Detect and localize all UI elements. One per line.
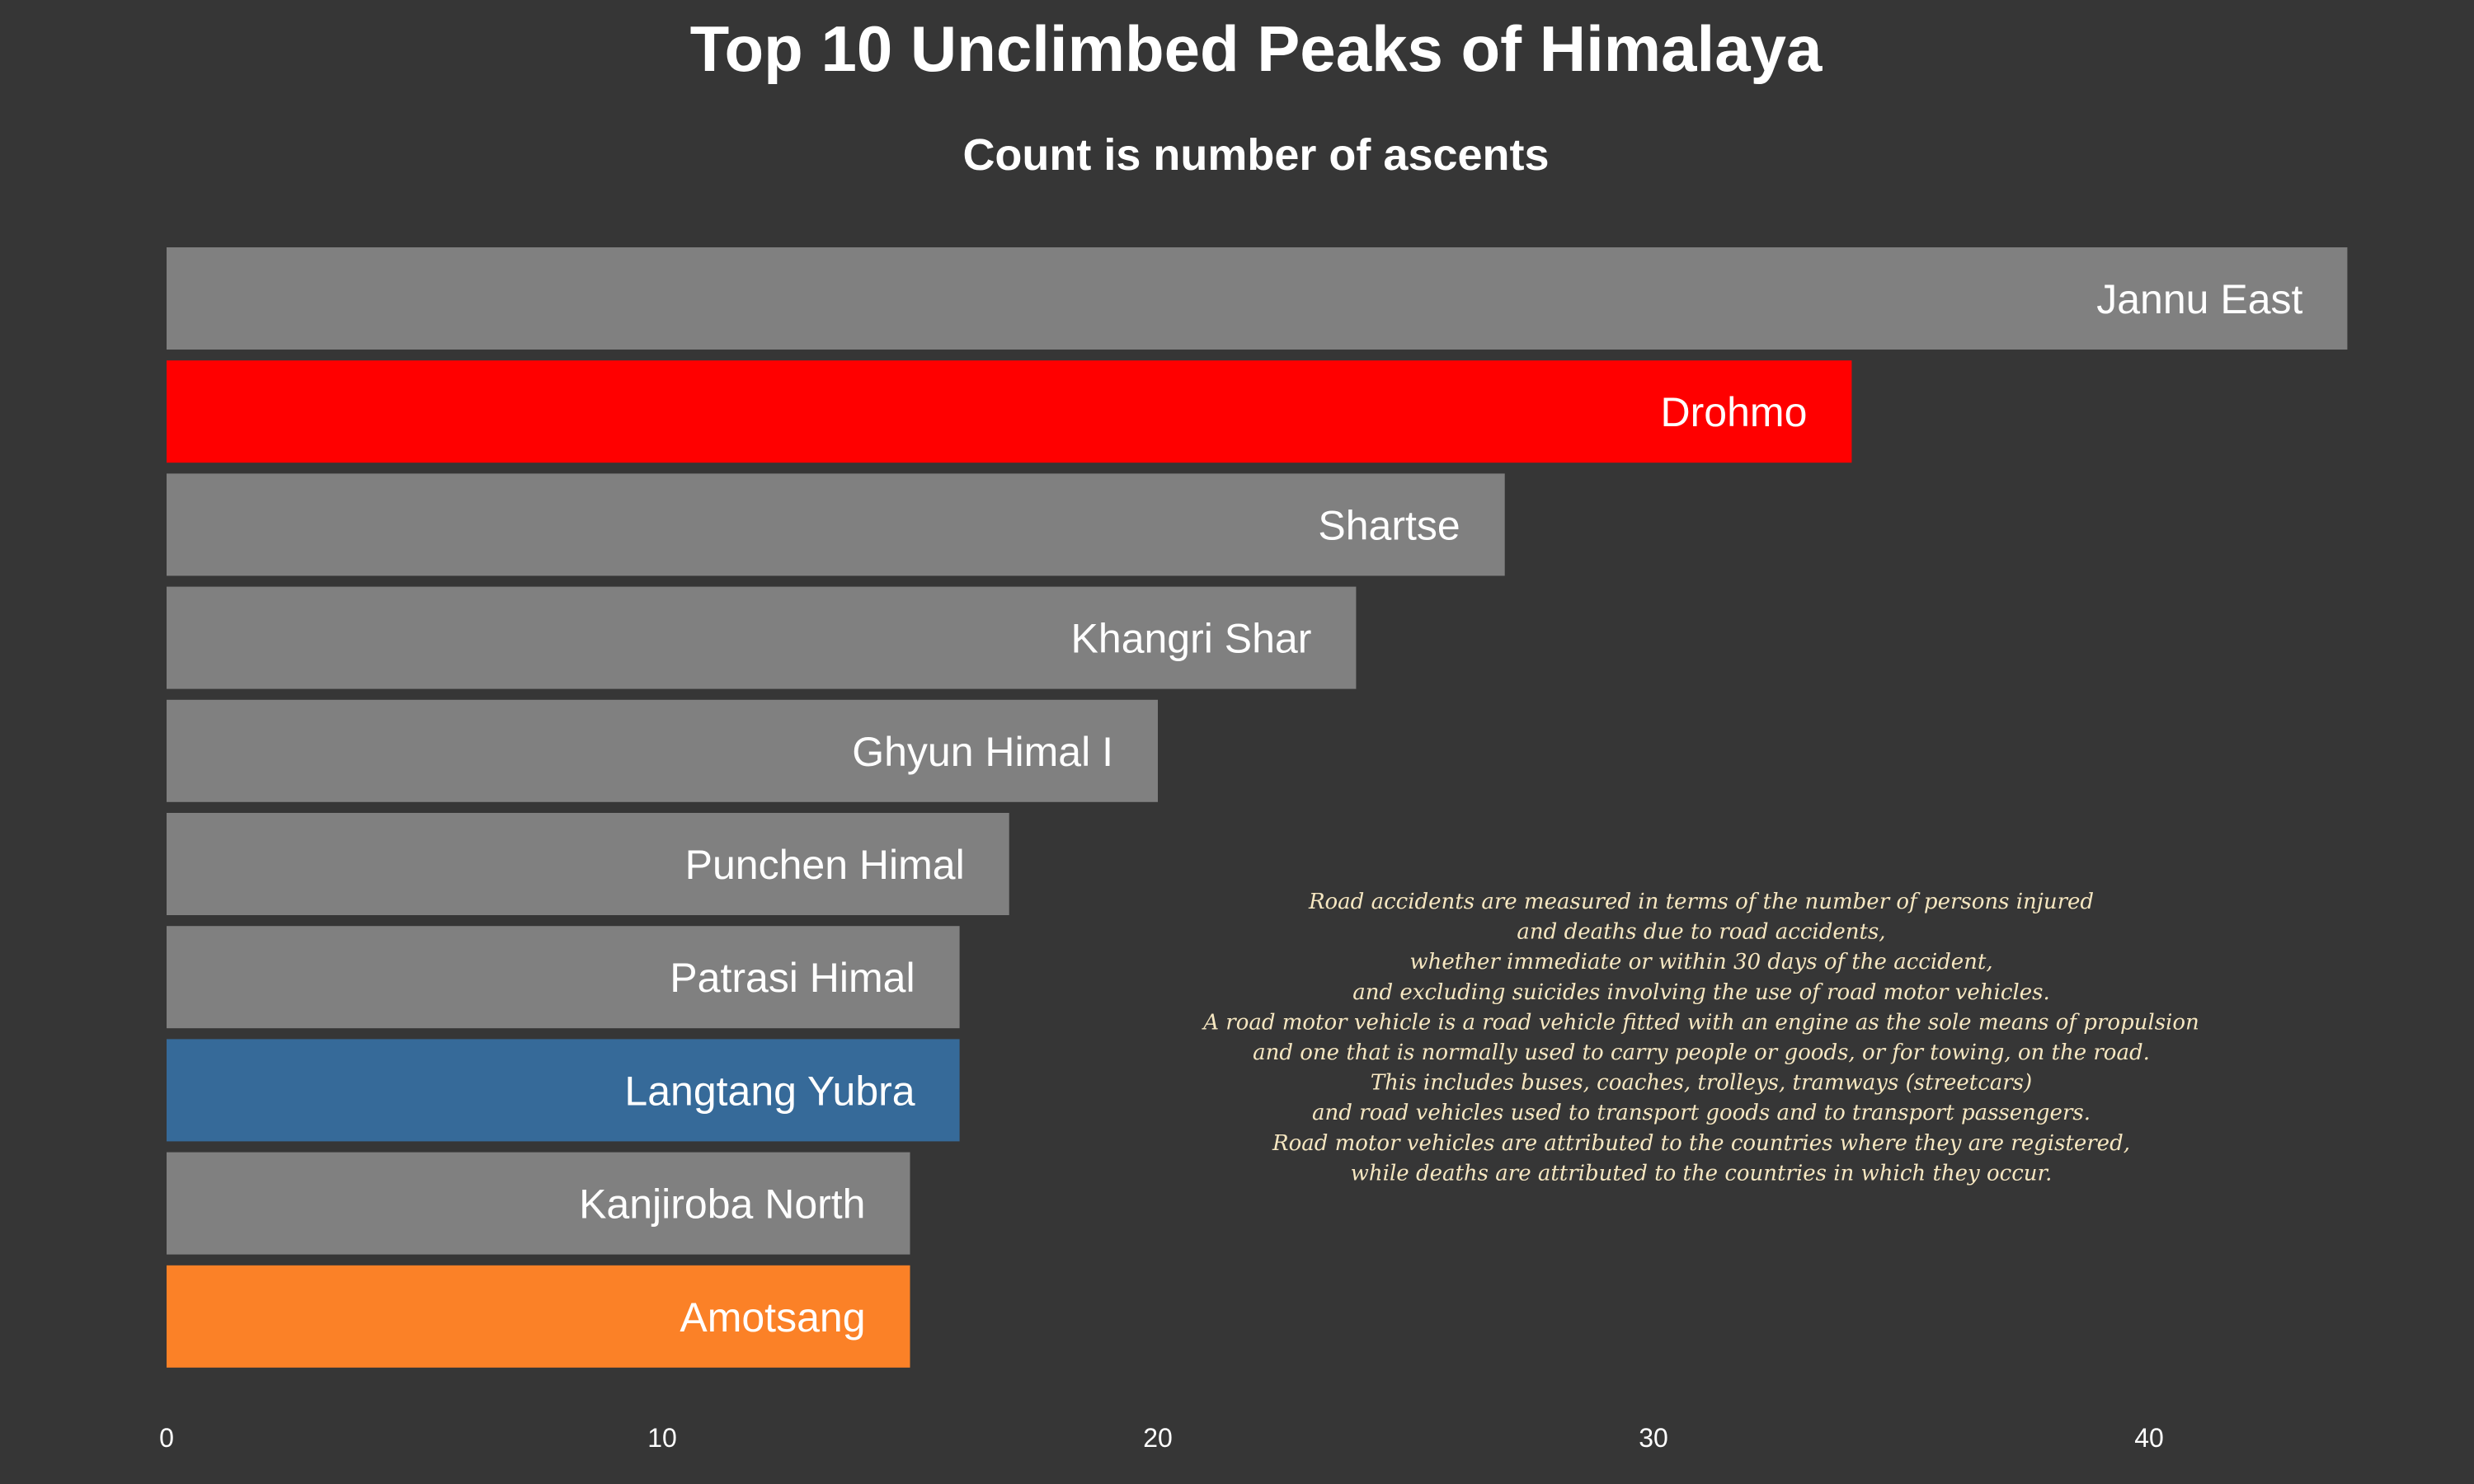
annotation-line: Road motor vehicles are attributed to th… [1272, 1131, 2130, 1156]
annotation-line: This includes buses, coaches, trolleys, … [1371, 1071, 2032, 1096]
annotation-line: and excluding suicides involving the use… [1352, 980, 2049, 1005]
bar-khangri-shar [167, 586, 1357, 689]
bar-punchen-himal [167, 813, 1009, 915]
x-tick-label: 20 [1143, 1423, 1173, 1453]
annotation-line: A road motor vehicle is a road vehicle f… [1202, 1010, 2199, 1035]
bar-label: Shartse [1318, 502, 1460, 548]
annotation-line: and road vehicles used to transport good… [1312, 1101, 2091, 1125]
annotation-line: while deaths are attributed to the count… [1351, 1161, 2053, 1186]
bar-label: Jannu East [2096, 276, 2302, 322]
x-tick-label: 30 [1639, 1423, 1668, 1453]
x-tick-label: 40 [2134, 1423, 2164, 1453]
bar-label: Drohmo [1661, 389, 1808, 435]
chart-title: Top 10 Unclimbed Peaks of Himalaya [690, 12, 1823, 85]
bar-drohmo [167, 360, 1852, 463]
bar-amotsang [167, 1265, 910, 1368]
bar-label: Ghyun Himal I [852, 729, 1113, 775]
bar-label: Khangri Shar [1071, 616, 1312, 662]
bar-kanjiroba-north [167, 1152, 910, 1255]
bars-group: Jannu East Drohmo Shartse Khangri Shar Ghyun… [167, 247, 2348, 1368]
annotation-line: and one that is normally used to carry p… [1253, 1040, 2150, 1065]
x-tick-label: 10 [647, 1423, 677, 1453]
bar-jannu-east [167, 247, 2348, 350]
bar-label: Patrasi Himal [670, 955, 915, 1001]
x-tick-label: 0 [159, 1423, 174, 1453]
bar-langtang-yubra [167, 1039, 960, 1142]
bar-patrasi-himal [167, 926, 960, 1029]
bar-label: Punchen Himal [685, 842, 965, 888]
bar-shartse [167, 473, 1505, 576]
chart-subtitle: Count is number of ascents [962, 130, 1549, 180]
bar-label: Langtang Yubra [624, 1068, 915, 1114]
bar-label: Amotsang [680, 1294, 865, 1341]
bar-ghyun-himal-i [167, 699, 1158, 802]
bar-label: Kanjiroba North [579, 1181, 865, 1228]
annotation-line: Road accidents are measured in terms of … [1308, 890, 2094, 914]
annotation-line: whether immediate or within 30 days of t… [1409, 950, 1992, 974]
x-axis-ticks: 0 10 20 30 40 [159, 1423, 2164, 1453]
annotation-note: Road accidents are measured in terms of … [1202, 890, 2199, 1186]
annotation-line: and deaths due to road accidents, [1517, 920, 1885, 945]
